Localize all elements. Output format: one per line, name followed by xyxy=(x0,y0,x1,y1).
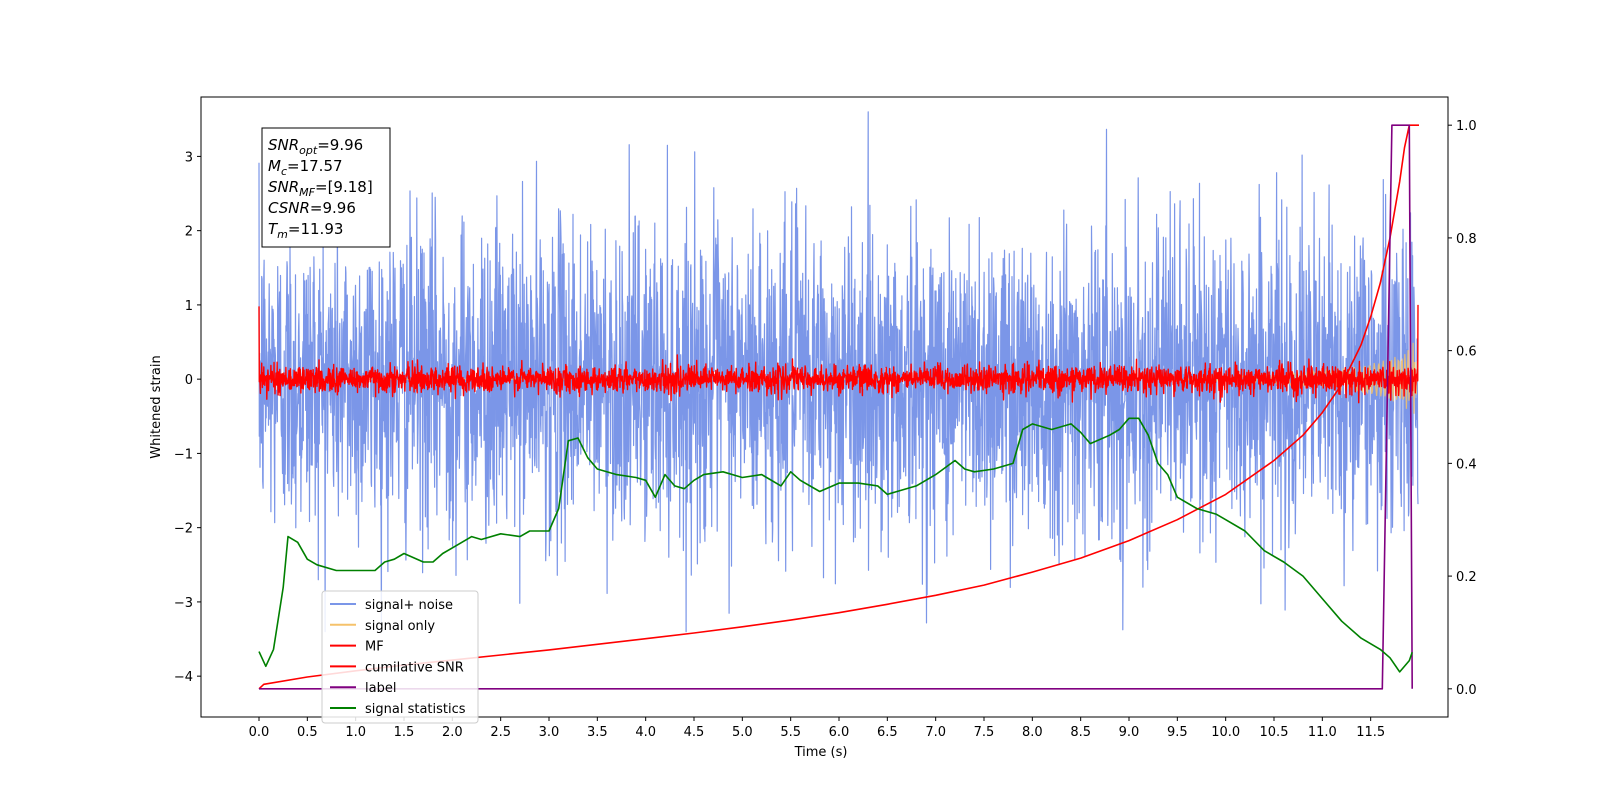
y-tick-label: −1 xyxy=(174,447,193,462)
x-tick-label: 10.0 xyxy=(1211,725,1240,740)
x-tick-label: 0.0 xyxy=(249,725,270,740)
x-tick-label: 1.5 xyxy=(394,725,415,740)
y-tick-label: −4 xyxy=(174,670,193,685)
y2-tick-label: 1.0 xyxy=(1456,119,1477,134)
x-tick-label: 7.5 xyxy=(974,725,995,740)
legend-label-signal-noise: signal+ noise xyxy=(365,598,453,613)
x-tick-label: 3.5 xyxy=(587,725,608,740)
y-tick-label: 1 xyxy=(185,299,193,314)
y-tick-label: −2 xyxy=(174,522,193,537)
annotation-line: SNRMF=[9.18] xyxy=(268,178,373,199)
x-tick-label: 8.5 xyxy=(1070,725,1091,740)
annotation-line: Tm=11.93 xyxy=(268,220,343,241)
y-axis-left: −4 −3 −2 −1 0 1 2 3 xyxy=(174,150,201,685)
series-label xyxy=(259,124,1413,690)
x-tick-label: 7.0 xyxy=(925,725,946,740)
x-tick-label: 5.0 xyxy=(732,725,753,740)
y-tick-label: 0 xyxy=(185,373,193,388)
x-tick-label: 3.0 xyxy=(539,725,560,740)
x-tick-label: 8.0 xyxy=(1022,725,1043,740)
y2-tick-label: 0.2 xyxy=(1456,570,1477,585)
annotation-line: SNRopt=9.96 xyxy=(268,136,363,157)
series-signal-statistics xyxy=(258,417,1413,673)
x-tick-label: 11.5 xyxy=(1356,725,1385,740)
y-axis-right: 0.0 0.2 0.4 0.6 0.8 1.0 xyxy=(1448,119,1477,698)
series-layer xyxy=(258,111,1419,690)
annotation-box: SNRopt=9.96Mc=17.57SNRMF=[9.18]CSNR=9.96… xyxy=(261,127,391,248)
x-tick-label: 4.0 xyxy=(635,725,656,740)
x-tick-label: 6.0 xyxy=(829,725,850,740)
x-tick-label: 2.5 xyxy=(490,725,511,740)
x-tick-label: 2.0 xyxy=(442,725,463,740)
series-signal-noise xyxy=(258,111,1419,633)
y-axis-title: Whitened strain xyxy=(149,355,164,458)
legend-label-signal-only: signal only xyxy=(365,619,435,634)
x-axis: 0.0 0.5 1.0 1.5 2.0 2.5 3.0 3.5 4.0 4.5 5.0 5.5 6.0 6… xyxy=(249,717,1385,740)
y-tick-label: −3 xyxy=(174,596,193,611)
x-tick-label: 5.5 xyxy=(780,725,801,740)
x-axis-title: Time (s) xyxy=(794,745,848,760)
legend-label-signal-statistics: signal statistics xyxy=(365,702,466,717)
x-tick-label: 6.5 xyxy=(877,725,898,740)
legend-label-label: label xyxy=(365,681,396,696)
y-tick-label: 2 xyxy=(185,225,193,240)
legend-label-mf: MF xyxy=(365,640,384,655)
legend-frame xyxy=(321,590,479,724)
x-tick-label: 9.5 xyxy=(1167,725,1188,740)
x-tick-label: 1.0 xyxy=(345,725,366,740)
y-tick-label: 3 xyxy=(185,150,193,165)
plot-frame xyxy=(200,96,1449,718)
annotation-frame xyxy=(261,127,391,248)
x-tick-label: 0.5 xyxy=(297,725,318,740)
y2-tick-label: 0.0 xyxy=(1456,683,1477,698)
annotation-line: Mc=17.57 xyxy=(268,157,343,178)
series-cumilative-snr xyxy=(258,124,1419,690)
x-tick-label: 4.5 xyxy=(684,725,705,740)
annotation-line: CSNR=9.96 xyxy=(268,199,356,217)
y2-tick-label: 0.8 xyxy=(1456,232,1477,247)
x-tick-label: 9.0 xyxy=(1119,725,1140,740)
legend-label-cumilative-snr: cumilative SNR xyxy=(365,660,464,675)
legend: signal+ noise signal only MF cumilative SNR… xyxy=(321,590,479,724)
series-mf xyxy=(258,304,1419,404)
x-tick-label: 11.0 xyxy=(1308,725,1337,740)
x-tick-label: 10.5 xyxy=(1260,725,1289,740)
y2-tick-label: 0.4 xyxy=(1456,457,1477,472)
y2-tick-label: 0.6 xyxy=(1456,345,1477,360)
